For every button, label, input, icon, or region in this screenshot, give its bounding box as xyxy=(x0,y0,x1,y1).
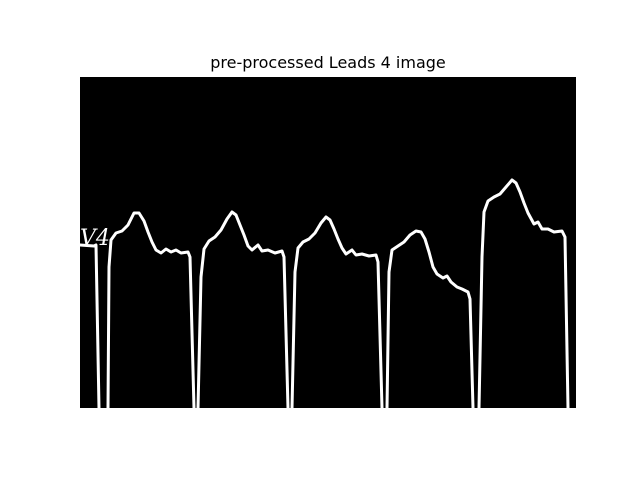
ecg-beat-2 xyxy=(196,210,290,408)
ecg-trace-canvas: V4 xyxy=(80,77,576,408)
ecg-trace xyxy=(80,178,570,408)
image-background xyxy=(80,77,576,408)
figure-title: pre-processed Leads 4 image xyxy=(210,53,446,72)
ecg-image: V4 xyxy=(80,77,576,408)
ecg-beat-5 xyxy=(477,178,570,408)
ecg-beat-1 xyxy=(80,211,196,408)
ecg-beat-4 xyxy=(385,229,475,408)
ecg-beat-3 xyxy=(290,215,384,408)
